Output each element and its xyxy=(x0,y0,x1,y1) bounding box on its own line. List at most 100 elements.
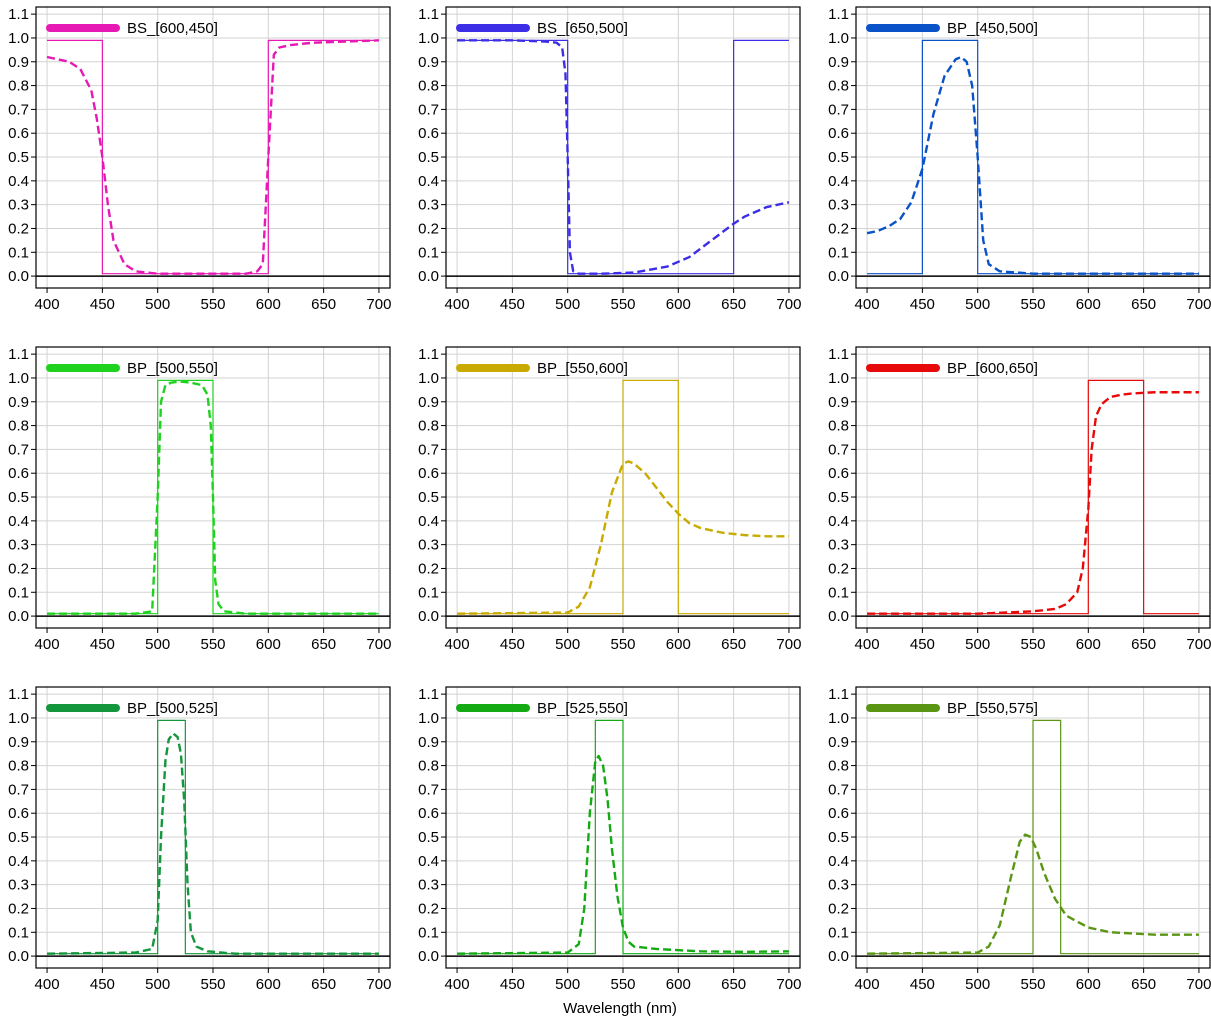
y-tick-label: 1.1 xyxy=(828,346,849,363)
dashed-response-line xyxy=(867,833,1199,955)
y-tick-label: 0.2 xyxy=(8,560,29,577)
x-tick-label: 600 xyxy=(1076,296,1101,313)
legend-label: BS_[600,450] xyxy=(127,20,218,37)
x-tick-label: 500 xyxy=(145,296,170,313)
y-tick-label: 1.0 xyxy=(828,710,849,727)
y-tick-label: 0.5 xyxy=(828,829,849,846)
y-tick-label: 0.9 xyxy=(8,394,29,411)
subplot-grid: 400 450 500 550 600 650 700 0.0 0.1 0.2 0.3 0.4 0.5 0… xyxy=(8,6,1211,993)
y-tick-label: 0.1 xyxy=(8,584,29,601)
y-tick-label: 0.4 xyxy=(418,173,439,190)
x-tick-label: 550 xyxy=(610,976,635,993)
x-tick-label: 600 xyxy=(666,636,691,653)
y-tick-label: 1.1 xyxy=(418,6,439,23)
subplot-2: 400 450 500 550 600 650 700 0.0 0.1 0.2 0.3 0.4 0.5 0… xyxy=(418,6,801,313)
y-tick-label: 0.3 xyxy=(8,197,29,214)
y-tick-label: 0.2 xyxy=(8,900,29,917)
x-axis-label: Wavelength (nm) xyxy=(563,1000,677,1017)
dashed-response-line xyxy=(457,754,789,955)
y-tick-label: 0.6 xyxy=(418,465,439,482)
x-tick-label: 450 xyxy=(910,976,935,993)
y-tick-label: 0.8 xyxy=(418,78,439,95)
y-tick-label: 0.5 xyxy=(8,829,29,846)
y-tick-label: 1.1 xyxy=(8,686,29,703)
ideal-filter-line xyxy=(457,379,789,615)
y-tick-label: 0.5 xyxy=(828,149,849,166)
x-tick-label: 500 xyxy=(965,296,990,313)
y-tick-label: 0.6 xyxy=(8,465,29,482)
y-tick-label: 0.5 xyxy=(418,149,439,166)
y-tick-label: 0.1 xyxy=(828,924,849,941)
y-tick-label: 0.1 xyxy=(828,244,849,261)
y-tick-label: 0.4 xyxy=(828,853,849,870)
x-tick-label: 600 xyxy=(1076,636,1101,653)
dashed-response-line xyxy=(457,460,789,615)
y-tick-label: 0.9 xyxy=(828,54,849,71)
dashed-response-line xyxy=(866,55,1199,275)
x-tick-label: 700 xyxy=(776,636,801,653)
x-tick-label: 400 xyxy=(35,296,60,313)
y-tick-label: 0.6 xyxy=(418,805,439,822)
x-tick-label: 500 xyxy=(555,636,580,653)
y-tick-label: 0.4 xyxy=(418,853,439,870)
y-tick-label: 0.7 xyxy=(8,101,29,118)
y-tick-label: 0.2 xyxy=(828,560,849,577)
y-tick-label: 0.2 xyxy=(418,220,439,237)
x-tick-label: 450 xyxy=(910,636,935,653)
y-tick-label: 0.5 xyxy=(8,489,29,506)
y-tick-label: 0.7 xyxy=(418,101,439,118)
y-tick-label: 0.8 xyxy=(418,418,439,435)
x-tick-label: 400 xyxy=(855,636,880,653)
y-tick-label: 1.0 xyxy=(418,30,439,47)
x-tick-label: 700 xyxy=(1186,636,1211,653)
x-tick-label: 700 xyxy=(776,976,801,993)
y-tick-label: 1.0 xyxy=(828,30,849,47)
x-tick-label: 550 xyxy=(200,296,225,313)
y-tick-label: 0.1 xyxy=(418,244,439,261)
x-tick-label: 650 xyxy=(1131,976,1156,993)
x-tick-label: 650 xyxy=(721,976,746,993)
ideal-filter-line xyxy=(867,39,1199,275)
x-tick-label: 650 xyxy=(311,976,336,993)
x-tick-label: 500 xyxy=(965,976,990,993)
subplot-7: 400 450 500 550 600 650 700 0.0 0.1 0.2 0.3 0.4 0.5 0… xyxy=(8,686,391,993)
dashed-response-line xyxy=(457,39,790,275)
legend-label: BP_[525,550] xyxy=(537,700,628,717)
subplot-5: 400 450 500 550 600 650 700 0.0 0.1 0.2 0.3 0.4 0.5 0… xyxy=(418,346,801,653)
y-tick-label: 0.3 xyxy=(418,877,439,894)
x-tick-label: 400 xyxy=(35,636,60,653)
ideal-filter-line xyxy=(457,719,789,955)
x-tick-label: 650 xyxy=(1131,636,1156,653)
y-tick-label: 0.8 xyxy=(828,418,849,435)
subplot-4: 400 450 500 550 600 650 700 0.0 0.1 0.2 0.3 0.4 0.5 0… xyxy=(8,346,391,653)
y-tick-label: 0.1 xyxy=(828,584,849,601)
y-tick-label: 0.3 xyxy=(418,537,439,554)
subplot-1: 400 450 500 550 600 650 700 0.0 0.1 0.2 0.3 0.4 0.5 0… xyxy=(8,6,391,313)
x-tick-label: 600 xyxy=(256,976,281,993)
y-tick-label: 0.9 xyxy=(8,54,29,71)
y-tick-label: 0.7 xyxy=(418,441,439,458)
y-tick-label: 0.5 xyxy=(418,489,439,506)
y-tick-label: 0.5 xyxy=(8,149,29,166)
y-tick-label: 1.1 xyxy=(418,686,439,703)
x-tick-label: 450 xyxy=(910,296,935,313)
y-tick-label: 0.3 xyxy=(418,197,439,214)
legend-label: BP_[600,650] xyxy=(947,360,1038,377)
legend-label: BP_[500,550] xyxy=(127,360,218,377)
y-tick-label: 0.1 xyxy=(418,584,439,601)
subplot-9: 400 450 500 550 600 650 700 0.0 0.1 0.2 0.3 0.4 0.5 0… xyxy=(828,686,1211,993)
y-tick-label: 0.6 xyxy=(828,465,849,482)
x-tick-label: 500 xyxy=(965,636,990,653)
y-tick-label: 0.7 xyxy=(828,101,849,118)
x-tick-label: 650 xyxy=(721,296,746,313)
x-tick-label: 700 xyxy=(1186,296,1211,313)
x-tick-label: 700 xyxy=(366,636,391,653)
x-tick-label: 500 xyxy=(145,976,170,993)
y-tick-label: 1.1 xyxy=(8,346,29,363)
x-tick-label: 600 xyxy=(666,976,691,993)
y-tick-label: 1.0 xyxy=(8,370,29,387)
subplot-8: 400 450 500 550 600 650 700 0.0 0.1 0.2 0.3 0.4 0.5 0… xyxy=(418,686,801,993)
x-tick-label: 600 xyxy=(1076,976,1101,993)
x-tick-label: 700 xyxy=(1186,976,1211,993)
dashed-response-line xyxy=(867,391,1199,615)
